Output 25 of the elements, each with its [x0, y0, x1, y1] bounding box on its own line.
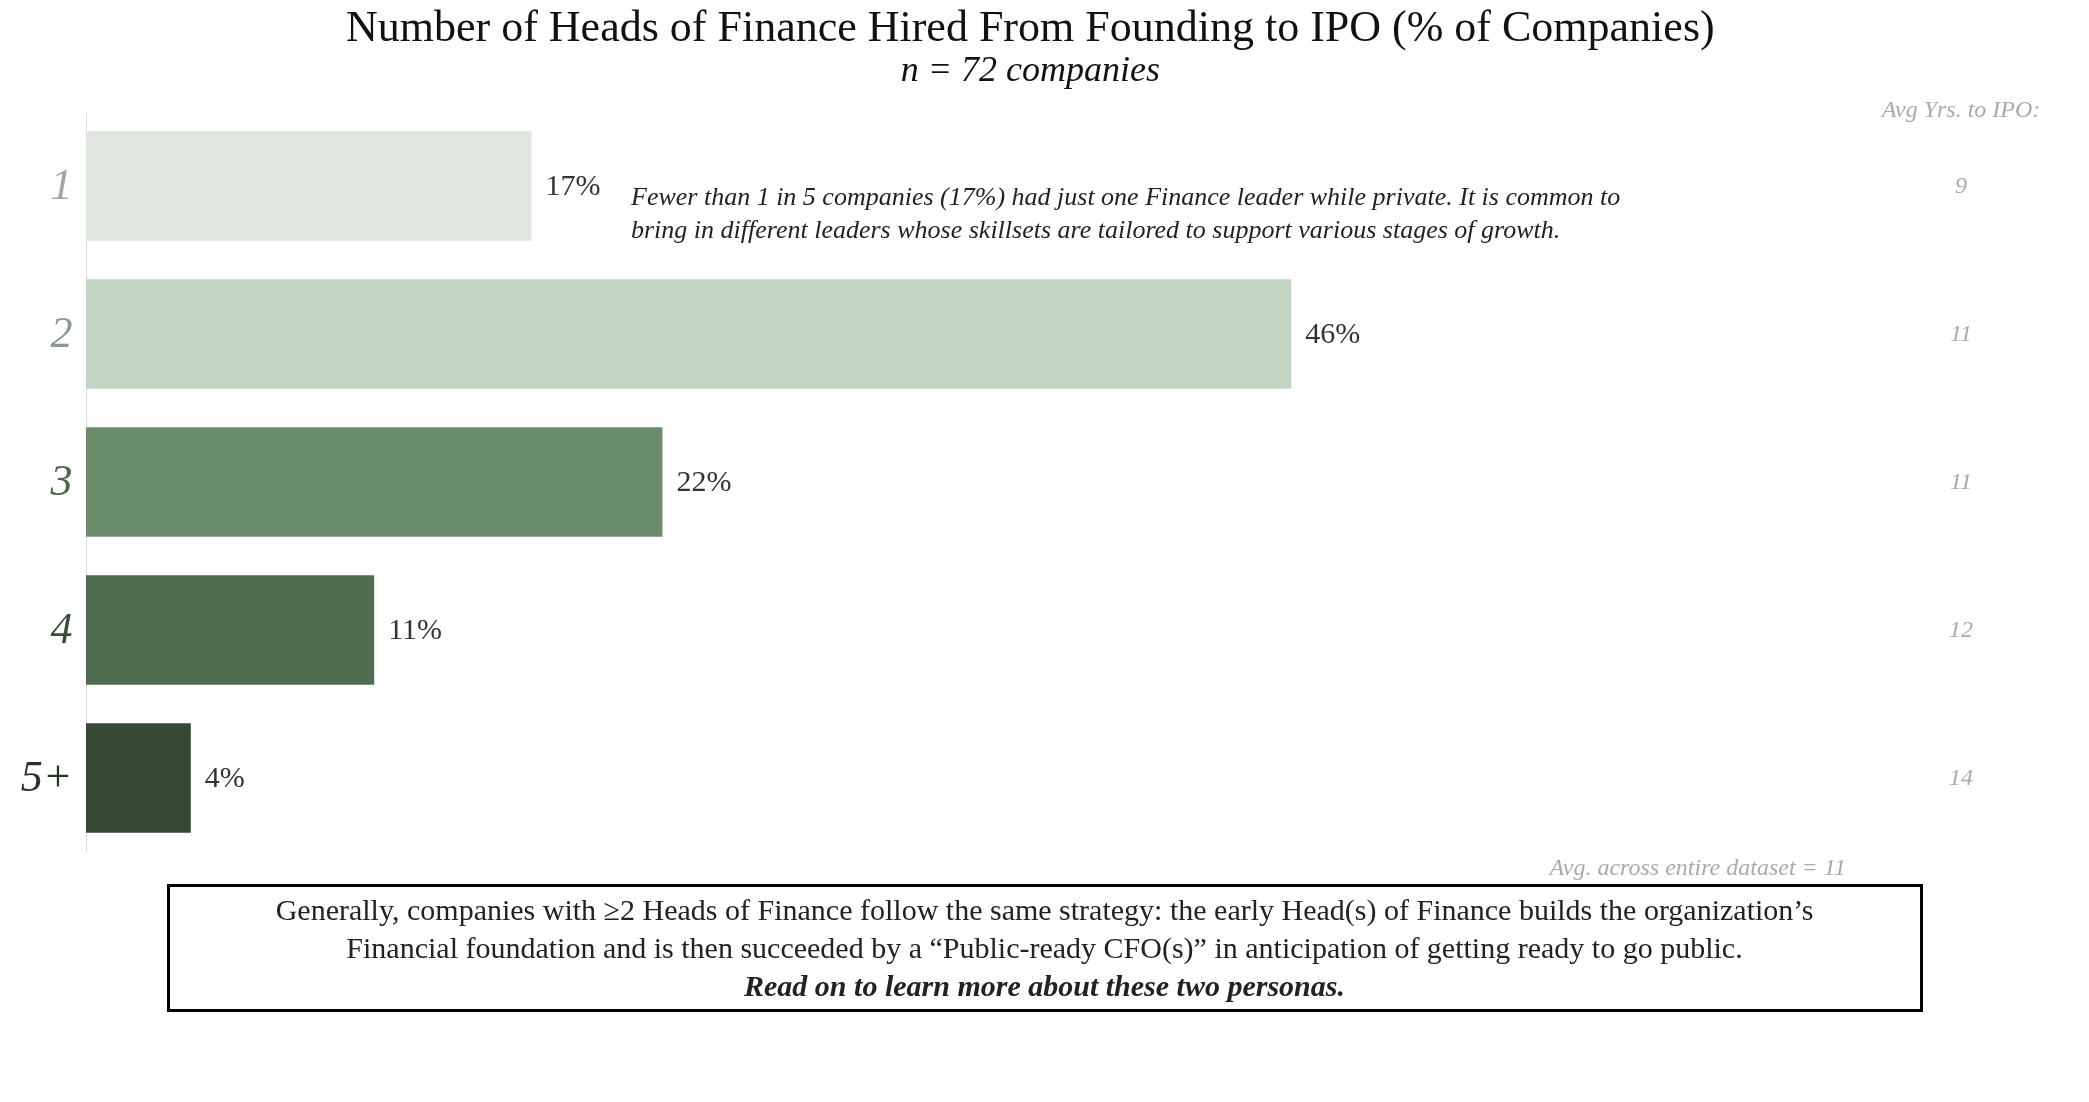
text: 12: [1949, 616, 1973, 642]
chart-subtitle: n = 72 companies: [900, 49, 1160, 89]
text: 9: [1955, 172, 1967, 198]
annotation: Fewer than 1 in 5 companies (17%) had just one Finance leader while private. It is common to bring in different leaders whose skillsets are tailored to support various stages of growth.: [630, 182, 1621, 244]
y-tick-label: 1: [50, 160, 73, 209]
data-label: 4%: [204, 760, 245, 793]
y-tick-label: 5+: [20, 752, 73, 801]
data-label: 22%: [676, 464, 732, 497]
bar: [86, 427, 663, 537]
bar: [86, 279, 1292, 389]
text: Avg Yrs. to IPO:: [1879, 96, 2041, 122]
data-label: 46%: [1305, 316, 1361, 349]
bar: [86, 723, 191, 833]
text: 14: [1949, 764, 1973, 790]
text: Avg. across entire dataset = 11: [1547, 854, 1846, 880]
text: 11: [1949, 320, 1973, 346]
y-tick-label: 3: [49, 456, 73, 505]
y-tick-label: 4: [50, 604, 73, 653]
text: 11: [1949, 468, 1973, 494]
data-label: 11%: [388, 612, 443, 645]
bar: [86, 575, 375, 685]
data-label: 17%: [545, 168, 601, 201]
note-frame: Generally, companies with ≥2 Heads of Finance follow the same strategy: the early Head(s) of Finance builds the organization’s Financial foundation and is then succeeded by a “Public-ready CFO(s)” in anticipation of getting ready to go public. Read on to learn more about these two personas.: [166, 884, 1923, 1012]
y-tick-label: 2: [50, 308, 73, 357]
chart-title: Number of Heads of Finance Hired From Founding to IPO (% of Companies): [345, 2, 1715, 51]
